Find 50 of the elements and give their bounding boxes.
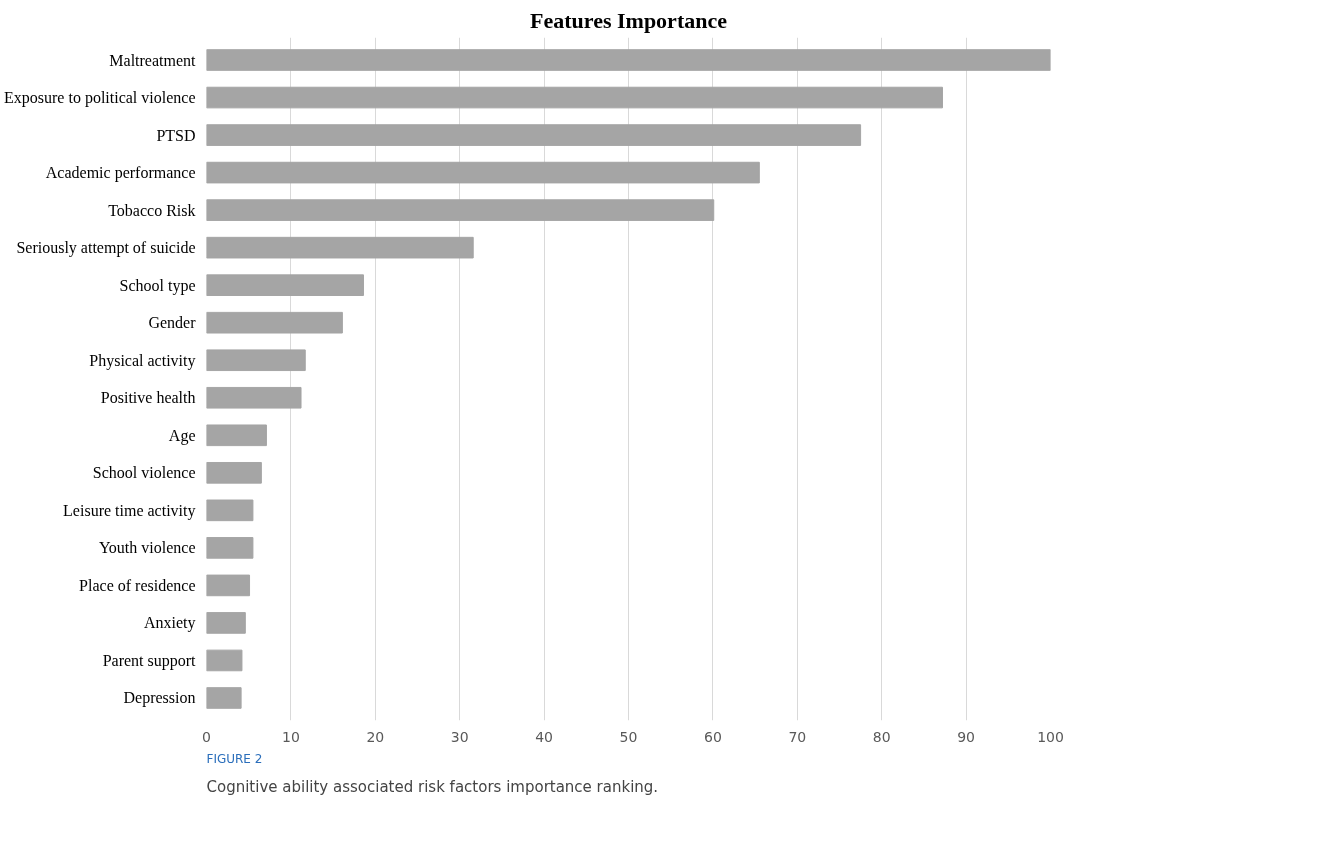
y-tick-label: Maltreatment: [109, 51, 197, 69]
bar: [206, 687, 242, 709]
y-tick-label: Place of residence: [79, 576, 196, 594]
bar: [206, 86, 943, 109]
bar: [206, 612, 246, 634]
bar: [206, 462, 262, 484]
bar: [206, 386, 302, 409]
bar: [206, 236, 474, 259]
bar: [206, 349, 306, 372]
bar: [206, 574, 251, 597]
y-tick-label: Exposure to political violence: [4, 89, 196, 108]
y-tick-label: Parent support: [102, 651, 197, 670]
y-tick-label: Seriously attempt of suicide: [16, 239, 196, 258]
bar: [206, 649, 243, 672]
x-tick-label: 10: [281, 728, 300, 745]
x-tick-label: 40: [535, 728, 554, 745]
x-tick-label: 70: [788, 728, 807, 745]
y-tick-label: Gender: [148, 314, 197, 332]
bar: [206, 424, 267, 447]
x-tick-label: 80: [872, 728, 891, 745]
bar: [206, 124, 862, 146]
bar: [206, 274, 364, 296]
bar: [206, 49, 1051, 71]
x-tick-label: 20: [366, 728, 385, 745]
bar: [206, 499, 254, 522]
y-tick-label: School violence: [92, 464, 196, 482]
x-tick-label: 100: [1037, 728, 1064, 745]
text: Cognitive ability associated risk factors importance ranking.: [206, 777, 659, 796]
bar: [206, 161, 760, 184]
y-tick-label: Academic performance: [45, 164, 196, 183]
y-tick-label: Positive health: [100, 389, 196, 407]
y-tick-label: Anxiety: [143, 614, 196, 633]
bar: [206, 537, 254, 559]
x-tick-label: 30: [450, 728, 469, 745]
bar: [206, 199, 715, 221]
caption: FIGURE 2: [206, 751, 263, 766]
y-tick-label: School type: [119, 276, 196, 295]
y-tick-label: Leisure time activity: [63, 501, 196, 520]
y-tick-label: PTSD: [156, 126, 196, 144]
y-tick-label: Depression: [123, 689, 196, 708]
x-tick-label: 50: [619, 728, 638, 745]
x-tick-label: 60: [703, 728, 722, 745]
x-tick-label: 90: [957, 728, 976, 745]
y-tick-label: Age: [168, 426, 196, 445]
x-tick-label: 0: [202, 728, 211, 745]
y-tick-label: Tobacco Risk: [108, 201, 196, 219]
y-tick-label: Youth violence: [98, 539, 196, 557]
bar: [206, 311, 343, 334]
y-tick-label: Physical activity: [89, 351, 196, 370]
chart-title: Features Importance: [530, 7, 728, 33]
